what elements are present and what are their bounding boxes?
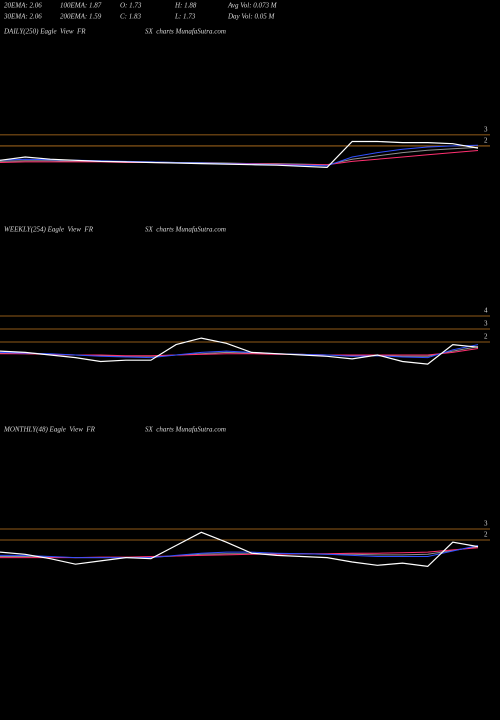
panel: DAILY(250) Eagle View FR SX charts Munafa…: [0, 28, 490, 169]
header-stat: O: 1.73: [120, 2, 142, 10]
header: 20EMA: 2.06 100EMA: 1.87 O: 1.73 H: 1.88…: [3, 2, 278, 21]
header-stat: L: 1.73: [174, 13, 196, 21]
header-stat: 100EMA: 1.87: [60, 2, 102, 10]
y-tick-label: 3: [484, 320, 488, 328]
panel-title: WEEKLY(254) Eagle View FR: [4, 226, 94, 234]
y-tick-label: 2: [484, 137, 488, 145]
panel-title: MONTHLY(48) Eagle View FR: [3, 426, 96, 434]
series-line: [0, 337, 479, 365]
panel-title: DAILY(250) Eagle View FR: [3, 28, 86, 36]
header-stat: Avg Vol: 0.073 M: [227, 2, 278, 10]
panel-subtitle: SX charts MunafaSutra.com: [145, 28, 226, 36]
header-stat: 200EMA: 1.59: [60, 13, 102, 21]
panel-subtitle: SX charts MunafaSutra.com: [145, 226, 226, 234]
y-tick-label: 2: [484, 333, 488, 341]
panel: MONTHLY(48) Eagle View FR SX charts Munaf…: [0, 426, 490, 568]
header-stat: 20EMA: 2.06: [4, 2, 42, 10]
series-line: [0, 545, 479, 559]
panel: WEEKLY(254) Eagle View FR SX charts Munaf…: [0, 226, 490, 365]
series-line: [0, 531, 479, 568]
y-tick-label: 4: [484, 307, 488, 315]
y-tick-label: 3: [484, 126, 488, 134]
y-tick-label: 3: [484, 520, 488, 528]
header-stat: H: 1.88: [174, 2, 197, 10]
header-stat: 30EMA: 2.06: [3, 13, 42, 21]
panel-subtitle: SX charts MunafaSutra.com: [145, 426, 226, 434]
header-stat: C: 1.83: [120, 13, 142, 21]
series-line: [0, 140, 479, 169]
y-tick-label: 2: [484, 531, 488, 539]
series-line: [0, 344, 479, 359]
header-stat: Day Vol: 0.05 M: [227, 13, 275, 21]
